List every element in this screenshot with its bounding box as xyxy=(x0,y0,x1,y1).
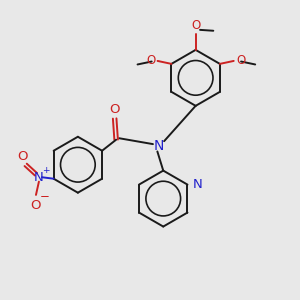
Text: N: N xyxy=(34,171,44,184)
Text: methyl: methyl xyxy=(208,29,213,31)
Text: O: O xyxy=(31,199,41,212)
Text: O: O xyxy=(17,149,28,163)
Text: O: O xyxy=(110,103,120,116)
Text: +: + xyxy=(42,166,49,175)
Text: O: O xyxy=(146,54,155,68)
Text: N: N xyxy=(154,139,164,153)
Text: N: N xyxy=(193,178,202,191)
Text: −: − xyxy=(39,190,49,203)
Text: O: O xyxy=(237,54,246,68)
Text: O: O xyxy=(191,19,200,32)
